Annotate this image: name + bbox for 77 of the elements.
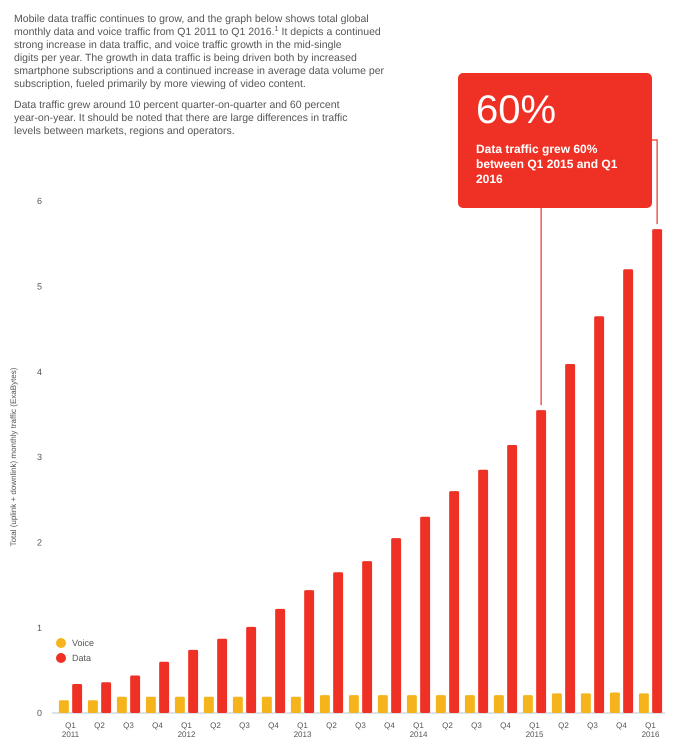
bar: [494, 695, 504, 713]
x-tick-label: Q2: [558, 721, 570, 730]
bar: [652, 229, 662, 713]
x-tick-label: Q3: [123, 721, 134, 730]
x-tick-label: Q3: [587, 721, 598, 730]
x-tick-label: Q4: [616, 721, 628, 730]
bar: [232, 696, 243, 713]
bar: [391, 538, 402, 713]
bar: [478, 470, 488, 713]
bar: [275, 608, 286, 713]
text: Data traffic grew 60% between Q1 2015 and Q1 2016: [476, 142, 618, 186]
x-tick-label: Q1 2016: [642, 721, 660, 739]
bar: [580, 693, 591, 713]
bar: [436, 695, 446, 713]
y-tick-label: 4: [36, 366, 42, 377]
bar: [246, 626, 256, 713]
bar: [72, 684, 82, 713]
x-tick-label: Q1 2014: [410, 721, 428, 739]
x-tick-label: Q1 2012: [178, 721, 196, 739]
bar: [449, 491, 460, 713]
bar: [174, 696, 185, 713]
bar: [333, 572, 344, 713]
bar: [146, 696, 156, 713]
y-axis-title: Total (uplink + downlink) monthly traffic (ExaBytes): [9, 367, 18, 546]
bar: [130, 675, 140, 713]
x-tick-label: Q4: [500, 721, 512, 730]
bar: [101, 682, 112, 713]
text: Mobile data traffic continues to grow, and the graph below shows total global monthly data and voice traffic from Q1 2011 to Q1 2016.$^{1}$ It depicts a continued strong increase in data traffic, and voice traffic growth in the mid-single digits per year. The growth in data traffic is being driven both by increased smartphone subscriptions and a continued increase in average data volume per subscription, fueled primarily by more viewing of video content.: [14, 13, 385, 90]
bar: [262, 696, 272, 713]
bar: [507, 445, 518, 713]
bar: [406, 695, 417, 713]
y-tick-label: 2: [36, 537, 42, 548]
bar: [204, 696, 214, 713]
bar: [378, 695, 388, 713]
bar: [638, 693, 649, 713]
bar: [116, 696, 127, 713]
text: Data traffic grew around 10 percent quarter-on-quarter and 60 percent year-on-year. It should be noted that there are large differences in traffic levels between markets, regions and operators.: [14, 99, 348, 137]
bar: [552, 693, 562, 713]
x-tick-label: Q3: [471, 721, 482, 730]
bar: [320, 695, 330, 713]
bar: [362, 561, 372, 713]
x-tick-label: Q1 2015: [526, 721, 544, 739]
x-tick-label: Q3: [355, 721, 366, 730]
y-tick-label: 0: [36, 708, 42, 718]
bar: [610, 692, 620, 713]
bar: [159, 662, 170, 713]
bar: [290, 696, 301, 713]
x-tick-label: Q1 2011: [62, 721, 80, 739]
legend-label: Data: [72, 653, 92, 664]
x-tick-label: Q2: [94, 721, 106, 730]
bar: [464, 695, 475, 713]
x-tick-label: Q2: [210, 721, 222, 730]
text: 60%: [476, 88, 556, 132]
bar: [217, 638, 228, 713]
legend-label: Voice: [72, 638, 94, 648]
bar: [522, 695, 533, 713]
bar: [348, 695, 359, 713]
bar: [188, 650, 198, 713]
bar: [623, 269, 634, 713]
x-tick-label: Q2: [326, 721, 338, 730]
x-tick-label: Q1 2013: [294, 721, 312, 739]
bar: [536, 410, 546, 713]
bar: [565, 364, 576, 713]
y-tick-label: 5: [36, 281, 42, 292]
bar: [88, 700, 98, 713]
bar: [594, 316, 604, 713]
x-tick-label: Q4: [384, 721, 396, 730]
bar: [304, 590, 314, 713]
x-tick-label: Q4: [268, 721, 280, 730]
bar: [58, 700, 69, 713]
x-tick-label: Q3: [239, 721, 250, 730]
x-tick-label: Q4: [152, 721, 164, 730]
x-tick-label: Q2: [442, 721, 454, 730]
y-tick-label: 3: [36, 452, 42, 462]
y-tick-label: 1: [36, 622, 42, 633]
y-tick-label: 6: [36, 196, 42, 206]
bar: [420, 516, 430, 713]
